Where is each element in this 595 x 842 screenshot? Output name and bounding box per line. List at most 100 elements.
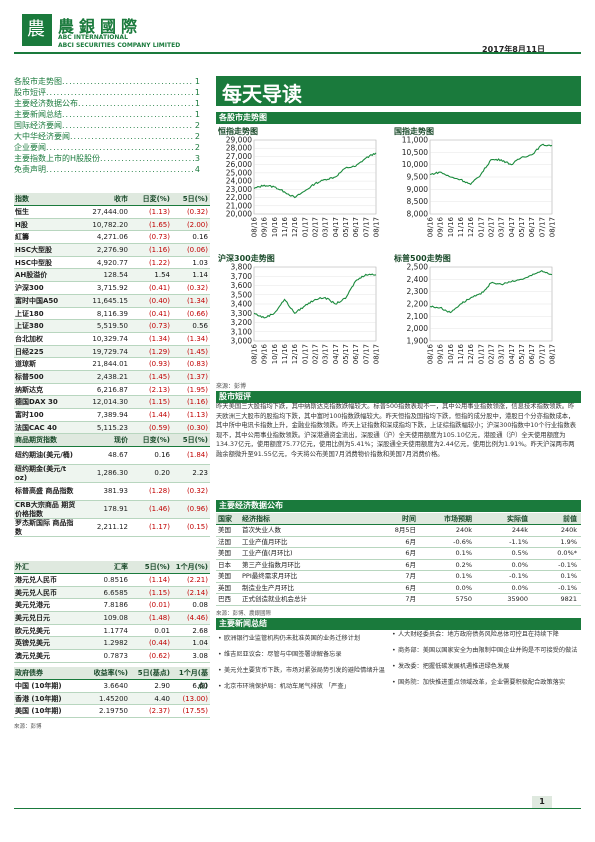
table-cell: (0.66)	[186, 309, 208, 318]
logo: 農	[22, 14, 52, 46]
table-row: 美国 PPI最终需求月环比 7月 0.1% -0.1% 0.1%	[216, 571, 581, 583]
table-cell: (0.32)	[186, 284, 208, 293]
table-cell: (1.28)	[148, 487, 170, 495]
table-row: 美元兑日元 109.08 (1.48) (4.46)	[14, 612, 210, 625]
table-row: 美国 (10年期) 2.19750 (2.37) (17.55)	[14, 705, 210, 719]
table-of-contents: 各股市走势图..................................…	[14, 76, 200, 175]
daily-banner: 每天导读	[216, 76, 581, 106]
toc-item[interactable]: 主要经济数据公布................................…	[14, 98, 200, 109]
toc-item[interactable]: 大中华经济要闻.................................…	[14, 131, 200, 142]
y-tick-label: 3,100	[231, 327, 253, 336]
table-row: 恒生 27,444.00 (1.13) (0.32)	[14, 206, 210, 219]
table-row: 日本 第三产业指数月环比 6月 0.2% 0.0% -0.1%	[216, 560, 581, 571]
table-cell: 5,519.50	[96, 322, 128, 331]
x-tick-label: 12/16	[467, 343, 475, 364]
x-tick-label: 04/17	[332, 344, 340, 364]
table-cell: (1.34)	[186, 334, 208, 343]
x-tick-label: 08/16	[427, 216, 435, 237]
brand-name-en: ABC INTERNATIONAL	[58, 34, 128, 41]
table-cell: 美国	[218, 549, 231, 557]
table-cell: 9821	[560, 595, 577, 603]
toc-item[interactable]: 各股市走势图..................................…	[14, 76, 200, 87]
table-cell: (0.44)	[148, 639, 170, 648]
x-tick-label: 06/17	[352, 217, 360, 237]
table-cell: PPI最终需求月环比	[242, 572, 298, 580]
table-cell: (1.16)	[186, 398, 208, 407]
table-cell: 法国CAC 40	[15, 423, 57, 432]
bond-source: 來源：彭博	[14, 724, 42, 730]
x-tick-label: 01/17	[301, 344, 309, 364]
charts-section-title: 各股市走势图	[216, 112, 581, 124]
commodity-table: 商品期货指数 现价 日变(%) 5日(%) 纽约期油(美元/桶) 48.67 0.16 (1.…	[14, 434, 210, 537]
y-tick-label: 23,000	[226, 185, 252, 194]
y-tick-label: 2,000	[407, 324, 429, 333]
toc-item[interactable]: 企业要闻....................................…	[14, 142, 200, 153]
table-cell: 4,271.06	[96, 233, 128, 242]
charts-source: 來源：彭博	[216, 383, 247, 390]
x-tick-label: 11/16	[457, 216, 465, 237]
toc-item[interactable]: 免责声明....................................…	[14, 164, 200, 175]
series-line	[253, 152, 377, 199]
x-tick-label: 09/16	[261, 343, 269, 364]
table-cell: 2,211.12	[96, 523, 128, 531]
toc-leader: ........................................…	[62, 110, 194, 119]
table-cell: 2.68	[192, 626, 208, 635]
table-cell: 2.23	[192, 469, 208, 477]
toc-item[interactable]: 股市短评....................................…	[14, 87, 200, 98]
table-header: 外汇 汇率 5日(%) 1个月(%)	[14, 561, 210, 574]
table-cell: 3.08	[192, 652, 208, 661]
table-cell: 6月	[405, 537, 416, 546]
column-header: 商品期货指数	[15, 436, 57, 444]
y-tick-label: 22,000	[226, 193, 252, 202]
econ-source: 來源：彭博、農銀國際	[216, 611, 272, 617]
table-cell: 标普500	[15, 372, 44, 381]
x-tick-label: 06/17	[528, 217, 536, 237]
news-list-left: 欧洲银行业监管机构仍未批准英国的业务迁移计划维吉尼亚议会：尽管与中国签署谅解备忘…	[218, 634, 390, 698]
table-cell: 7月	[405, 595, 416, 603]
toc-item[interactable]: 主要指数上市的H股股份.............................…	[14, 153, 200, 164]
table-row: AH股溢价 128.54 1.54 1.14	[14, 269, 210, 283]
table-cell: 19,729.74	[92, 347, 128, 356]
table-cell: (0.62)	[148, 652, 170, 661]
table-row: 德国DAX 30 12,014.30 (1.15) (1.16)	[14, 396, 210, 409]
x-tick-label: 03/17	[322, 217, 330, 237]
company-name-en: ABCI SECURITIES COMPANY LIMITED	[58, 42, 181, 49]
table-cell: 正式创造就业机会总计	[242, 595, 307, 603]
table-cell: 8,116.39	[96, 309, 128, 318]
table-cell: -0.1%	[509, 572, 528, 580]
table-cell: 巴西	[218, 595, 231, 603]
table-cell: 0.16	[192, 233, 208, 242]
y-tick-label: 3,400	[231, 300, 253, 309]
x-tick-label: 06/17	[528, 344, 536, 364]
table-cell: 381.93	[103, 487, 129, 495]
column-header: 1个月(%)	[175, 563, 208, 571]
table-cell: 美国 (10年期)	[15, 707, 62, 716]
table-cell: 7月	[405, 572, 416, 580]
column-header: 日变(%)	[142, 436, 170, 444]
toc-item-label: 股市短评	[14, 88, 46, 97]
fx-table: 外汇 汇率 5日(%) 1个月(%) 港元兑人民币 0.8516 (1.14) (2.21) 美…	[14, 561, 210, 663]
table-cell: 美元兑港元	[15, 601, 50, 610]
table-row: 紅籌 4,271.06 (0.73) 0.16	[14, 231, 210, 245]
x-tick-label: 09/16	[437, 343, 445, 364]
y-tick-label: 2,100	[407, 312, 429, 321]
x-tick-label: 02/17	[488, 217, 496, 237]
x-tick-label: 08/16	[251, 216, 259, 237]
toc-item-page: 1	[194, 88, 200, 97]
toc-item[interactable]: 国际经济要闻..................................…	[14, 120, 200, 131]
table-cell: (4.46)	[186, 614, 208, 623]
table-cell: (0.01)	[148, 601, 170, 610]
table-cell: 7,389.94	[96, 411, 128, 419]
table-cell: 0.0%	[455, 583, 472, 592]
toc-item[interactable]: 主要新闻总结..................................…	[14, 109, 200, 120]
table-cell: 道琼斯	[15, 360, 36, 369]
table-cell: 日经225	[15, 347, 44, 356]
table-row: 纽约期金(美元/t oz) 1,286.30 0.20 2.23	[14, 465, 210, 483]
table-cell: 0.0%*	[557, 549, 577, 557]
x-tick-label: 08/16	[427, 343, 435, 364]
table-row: 美元兑人民币 6.6585 (1.15) (2.14)	[14, 586, 210, 600]
table-cell: (0.83)	[186, 360, 208, 369]
table-cell: 法国	[218, 537, 231, 546]
table-header: 国家 经济指标 时间 市场预期 实际值 前值	[216, 513, 581, 525]
x-tick-label: 12/16	[467, 216, 475, 237]
